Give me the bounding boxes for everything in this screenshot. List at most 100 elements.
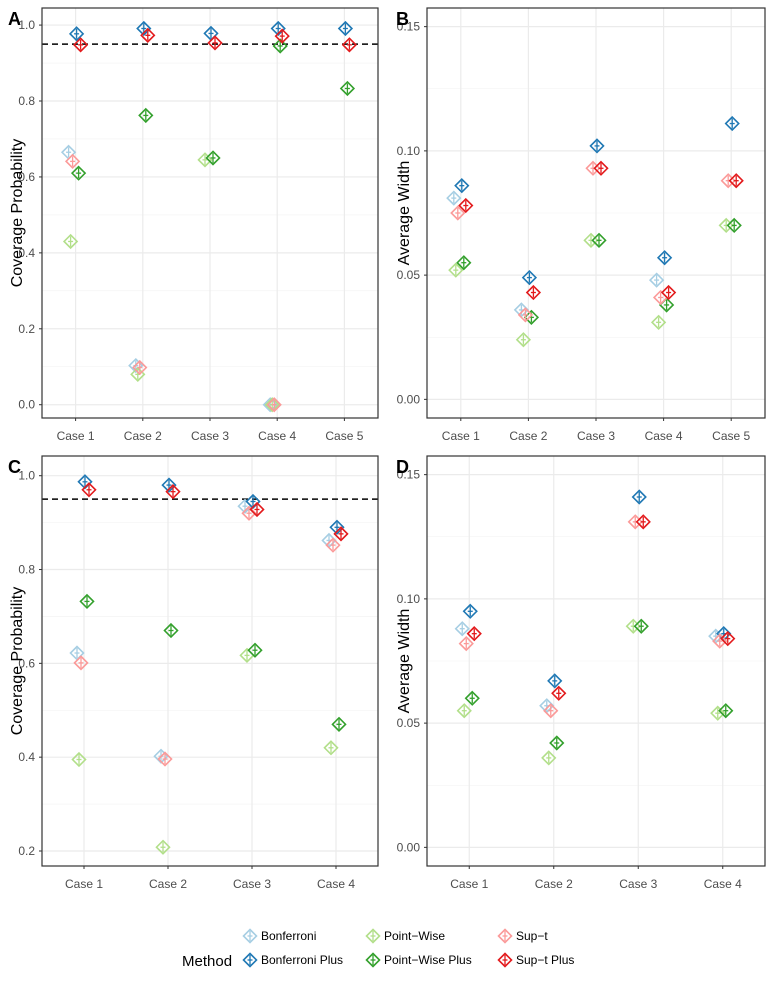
point-sup-t-plus <box>140 27 156 43</box>
x-tick-label: Case 1 <box>442 429 480 443</box>
legend-label: Point−Wise Plus <box>384 953 472 967</box>
x-tick-label: Case 5 <box>325 429 363 443</box>
point-point-wise-plus <box>591 232 607 248</box>
point-sup-t-plus <box>660 284 677 301</box>
y-tick-label: 1.0 <box>18 469 35 483</box>
y-tick-label: 0.00 <box>397 392 421 406</box>
point-sup-t-plus <box>249 501 265 518</box>
y-tick-label: 0.8 <box>18 563 35 577</box>
point-sup-t-plus <box>635 514 651 530</box>
point-point-wise <box>650 314 667 330</box>
point-sup-t-plus <box>165 484 181 500</box>
legend-label: Sup−t <box>516 929 548 943</box>
y-tick-label: 0.10 <box>397 144 421 158</box>
point-point-wise-plus <box>718 703 734 719</box>
point-sup-t-plus <box>207 35 223 51</box>
point-sup-t-plus <box>720 631 736 647</box>
point-bonferroni <box>648 272 665 288</box>
panel-border <box>426 455 766 867</box>
point-point-wise <box>323 740 339 756</box>
point-point-wise <box>710 705 726 721</box>
point-point-wise <box>71 751 87 768</box>
panel-C: 0.2 0.4 0.6 0.8 1.0 Case 1 Case 2 Case 3 Case 4 C… <box>8 455 379 891</box>
legend-label: Point−Wise <box>384 929 445 943</box>
point-sup-t <box>712 633 728 649</box>
panel-B: 0.00 0.05 0.10 0.15 Case 1 Case 2 Case 3 Case 4… <box>396 7 766 443</box>
x-tick-label: Case 5 <box>712 429 750 443</box>
point-point-wise <box>448 262 464 278</box>
legend-item: Bonferroni <box>242 928 316 944</box>
point-point-wise-plus <box>138 107 154 124</box>
y-tick-label: 1.0 <box>18 18 35 32</box>
panel-label: A <box>8 9 21 29</box>
x-tick-label: Case 3 <box>577 429 615 443</box>
point-sup-t <box>543 703 559 719</box>
legend-item: Sup−t Plus <box>497 952 574 968</box>
y-tick-label: 0.0 <box>18 398 35 412</box>
y-tick-label: 0.6 <box>18 170 35 184</box>
point-bonferroni <box>454 621 470 637</box>
legend-label: Bonferroni <box>261 929 316 943</box>
point-point-wise <box>62 233 79 250</box>
point-point-wise-plus <box>549 735 565 751</box>
point-sup-t <box>73 655 89 671</box>
point-point-wise-plus <box>456 255 472 271</box>
y-tick-label: 0.2 <box>18 322 35 336</box>
y-axis-title: Average Width <box>396 161 413 266</box>
y-tick-label: 0.4 <box>18 750 35 764</box>
legend-item: Bonferroni Plus <box>242 952 343 968</box>
point-point-wise-plus <box>726 217 742 234</box>
point-bonferroni-plus <box>68 26 85 42</box>
legend-item: Point−Wise Plus <box>365 952 472 968</box>
y-tick-label: 0.8 <box>18 94 35 108</box>
x-tick-label: Case 4 <box>645 429 683 443</box>
legend: Method Bonferroni Bonferroni Plus Point−Wis… <box>182 928 574 970</box>
point-bonferroni-plus <box>329 519 345 535</box>
point-sup-t <box>450 205 466 221</box>
point-bonferroni-plus <box>270 20 286 37</box>
point-sup-t <box>325 537 341 553</box>
y-tick-label: 0.00 <box>397 840 421 854</box>
point-point-wise-plus <box>464 690 480 706</box>
point-sup-t <box>64 153 81 170</box>
point-bonferroni-plus <box>521 269 538 286</box>
y-tick-label: 0.15 <box>397 468 421 482</box>
point-sup-t-plus <box>274 28 290 44</box>
panel-label: B <box>396 9 409 29</box>
x-tick-label: Case 3 <box>233 877 271 891</box>
y-axis-title: Coverage Probability <box>9 587 26 736</box>
point-sup-t-plus <box>341 37 358 53</box>
y-tick-label: 0.15 <box>397 20 421 34</box>
x-tick-label: Case 2 <box>149 877 187 891</box>
legend-title: Method <box>182 953 232 970</box>
y-axis-title: Coverage Probability <box>9 139 26 288</box>
point-sup-t-plus <box>593 160 609 176</box>
point-bonferroni <box>446 190 462 206</box>
y-tick-label: 0.05 <box>397 716 421 730</box>
point-point-wise-plus <box>70 165 87 181</box>
point-sup-t <box>157 751 173 767</box>
point-point-wise <box>264 397 280 413</box>
legend-key <box>365 928 381 944</box>
point-point-wise <box>456 703 472 719</box>
y-tick-label: 0.05 <box>397 268 421 282</box>
x-tick-label: Case 1 <box>57 429 95 443</box>
legend-key <box>497 928 513 944</box>
legend-key <box>242 952 258 968</box>
point-sup-t <box>458 635 474 652</box>
legend-item: Point−Wise <box>365 928 445 944</box>
x-tick-label: Case 2 <box>124 429 162 443</box>
point-bonferroni-plus <box>136 20 152 37</box>
legend-label: Bonferroni Plus <box>261 953 343 967</box>
point-point-wise-plus <box>331 716 347 732</box>
y-tick-label: 0.4 <box>18 246 35 260</box>
x-tick-label: Case 4 <box>258 429 296 443</box>
point-bonferroni-plus <box>337 20 354 37</box>
legend-key <box>497 952 513 968</box>
point-sup-t-plus <box>551 685 567 701</box>
point-point-wise <box>541 750 557 766</box>
legend-label: Sup−t Plus <box>516 953 574 967</box>
x-tick-label: Case 4 <box>317 877 355 891</box>
panel-A: 0.0 0.2 0.4 0.6 0.8 1.0 Case 1 Case 2 Case 3 Case… <box>8 7 379 443</box>
